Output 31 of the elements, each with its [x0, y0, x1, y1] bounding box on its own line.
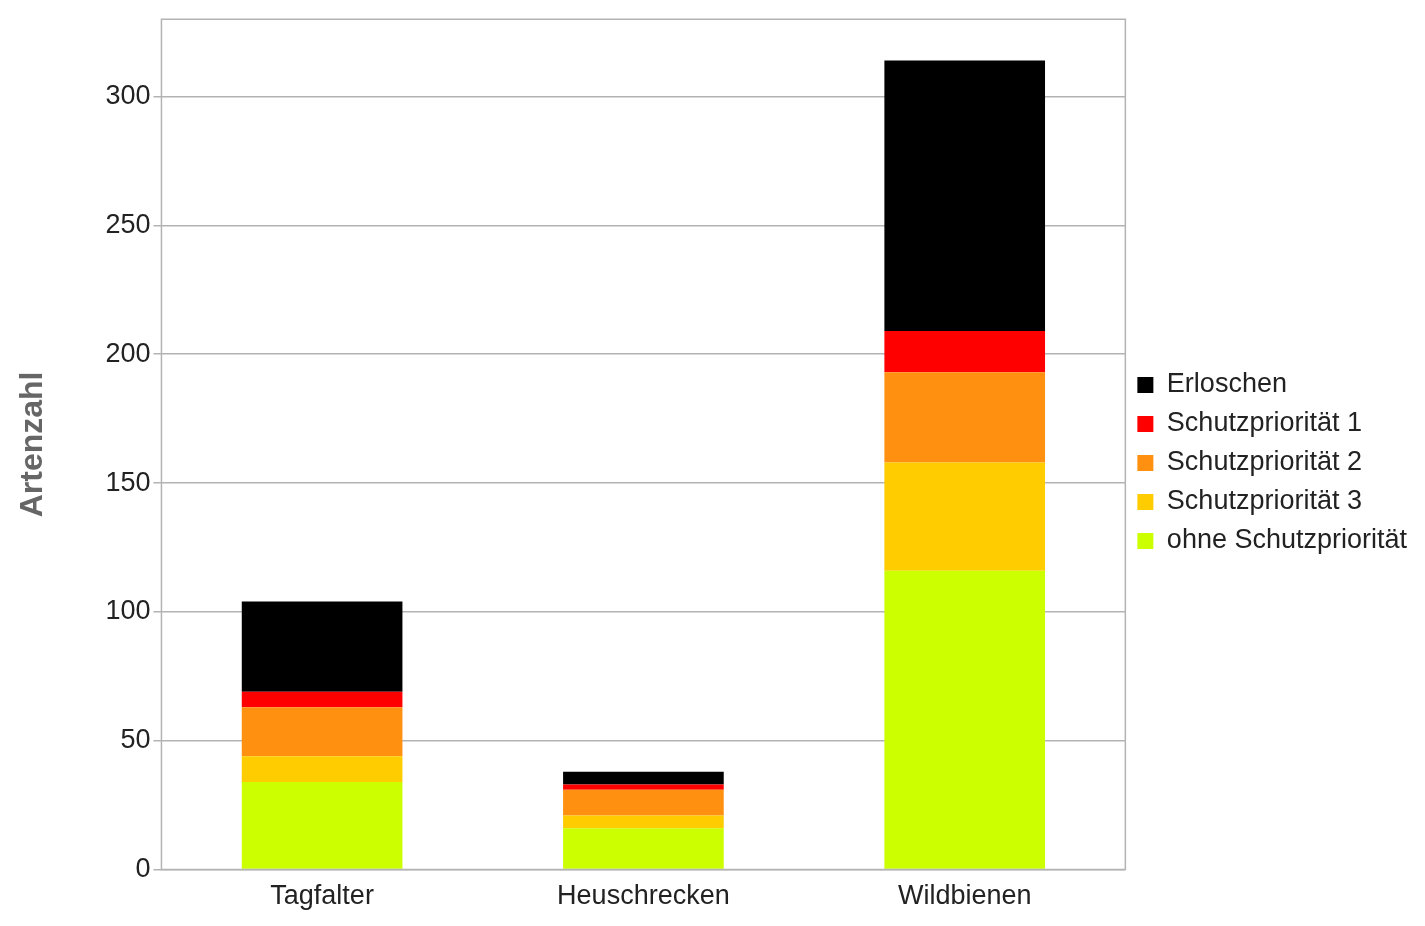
- bar: [563, 828, 724, 869]
- bar: [563, 789, 724, 816]
- legend-label: Schutzpriorität 1: [1166, 407, 1362, 438]
- bar: [884, 462, 1046, 571]
- y-tick-label: 200: [105, 337, 151, 368]
- bar: [884, 60, 1046, 332]
- y-axis-title: Artenzahl: [13, 371, 50, 518]
- y-tick-label: 250: [105, 208, 151, 239]
- bar: [884, 372, 1046, 463]
- bar: [884, 331, 1046, 373]
- y-tick-label: 300: [105, 79, 151, 110]
- x-tick-label: Heuschrecken: [557, 880, 730, 911]
- bar: [563, 815, 724, 829]
- bar: [241, 601, 403, 692]
- bar: [241, 707, 403, 757]
- legend-label: Erloschen: [1166, 368, 1287, 399]
- bar: [563, 771, 724, 785]
- bar: [563, 784, 724, 790]
- legend-label: ohne Schutzpriorität: [1166, 524, 1408, 555]
- legend-label: Schutzpriorität 2: [1166, 446, 1362, 477]
- y-tick-label: 50: [120, 724, 151, 755]
- x-tick-label: Wildbienen: [897, 880, 1032, 911]
- y-tick-label: 100: [105, 595, 151, 626]
- y-tick-label: 150: [105, 466, 151, 497]
- bar: [241, 691, 403, 708]
- bar: [241, 756, 403, 782]
- bar: [884, 570, 1046, 869]
- y-tick-label: 0: [135, 853, 151, 884]
- x-tick-label: Tagfalter: [270, 880, 374, 911]
- legend-label: Schutzpriorität 3: [1166, 485, 1362, 516]
- bar: [241, 781, 403, 869]
